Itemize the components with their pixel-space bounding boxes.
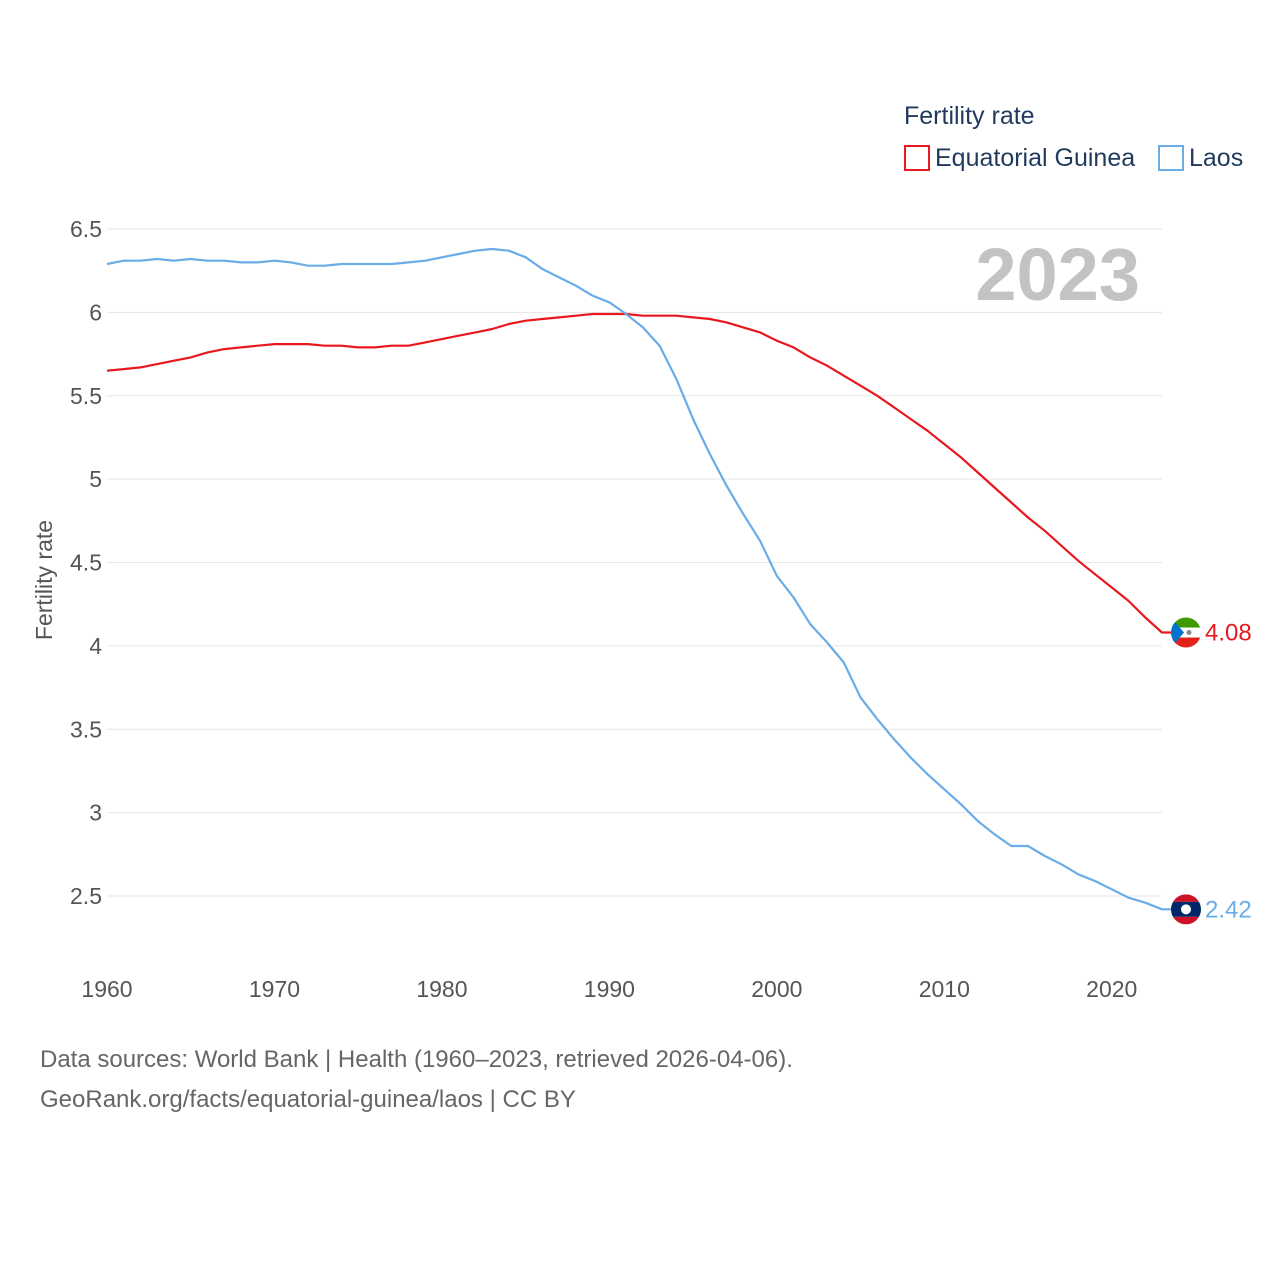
x-tick-label: 2000 bbox=[751, 976, 802, 1002]
x-tick-label: 1960 bbox=[81, 976, 132, 1002]
y-axis-ticks: 2.5 3 3.5 4 4.5 5 5.5 6 6.5 bbox=[70, 216, 102, 909]
end-value-label: 2.42 bbox=[1205, 896, 1252, 923]
year-label: 2023 bbox=[975, 233, 1140, 316]
x-axis-ticks: 1960 1970 1980 1990 2000 2010 2020 bbox=[81, 976, 1137, 1002]
legend-label-equatorial-guinea[interactable]: Equatorial Guinea bbox=[935, 144, 1135, 172]
y-axis-label: Fertility rate bbox=[31, 520, 57, 640]
legend-label-laos[interactable]: Laos bbox=[1189, 144, 1243, 172]
source-line: Data sources: World Bank | Health (1960–… bbox=[40, 1046, 793, 1073]
grid-lines bbox=[107, 228, 1162, 897]
y-tick-label: 5.5 bbox=[70, 383, 102, 409]
x-tick-label: 1970 bbox=[249, 976, 300, 1002]
y-tick-label: 6.5 bbox=[70, 216, 102, 242]
y-tick-label: 2.5 bbox=[70, 883, 102, 909]
series-line-laos[interactable] bbox=[106, 247, 1174, 911]
series-line-equatorial-guinea[interactable] bbox=[106, 312, 1174, 634]
x-tick-label: 1980 bbox=[416, 976, 467, 1002]
y-tick-label: 3 bbox=[89, 800, 102, 826]
series-lines bbox=[106, 247, 1174, 911]
y-tick-label: 4.5 bbox=[70, 550, 102, 576]
end-value-label: 4.08 bbox=[1205, 620, 1252, 647]
y-tick-label: 4 bbox=[89, 633, 102, 659]
y-tick-label: 5 bbox=[89, 466, 102, 492]
equatorial-guinea-flag-icon bbox=[1171, 617, 1201, 648]
legend-title: Fertility rate bbox=[904, 102, 1035, 130]
x-tick-label: 2010 bbox=[919, 976, 970, 1002]
legend[interactable]: Fertility rate Equatorial Guinea Laos bbox=[904, 102, 1243, 172]
attribution-line[interactable]: GeoRank.org/facts/equatorial-guinea/laos… bbox=[40, 1086, 576, 1113]
y-tick-label: 6 bbox=[89, 299, 102, 325]
x-tick-label: 2020 bbox=[1086, 976, 1137, 1002]
laos-flag-icon bbox=[1171, 894, 1201, 925]
legend-swatch-equatorial-guinea[interactable] bbox=[904, 145, 930, 171]
y-tick-label: 3.5 bbox=[70, 716, 102, 742]
series-end-markers: 4.08 2.42 bbox=[1171, 617, 1252, 925]
x-tick-label: 1990 bbox=[584, 976, 635, 1002]
legend-swatch-laos[interactable] bbox=[1158, 145, 1184, 171]
